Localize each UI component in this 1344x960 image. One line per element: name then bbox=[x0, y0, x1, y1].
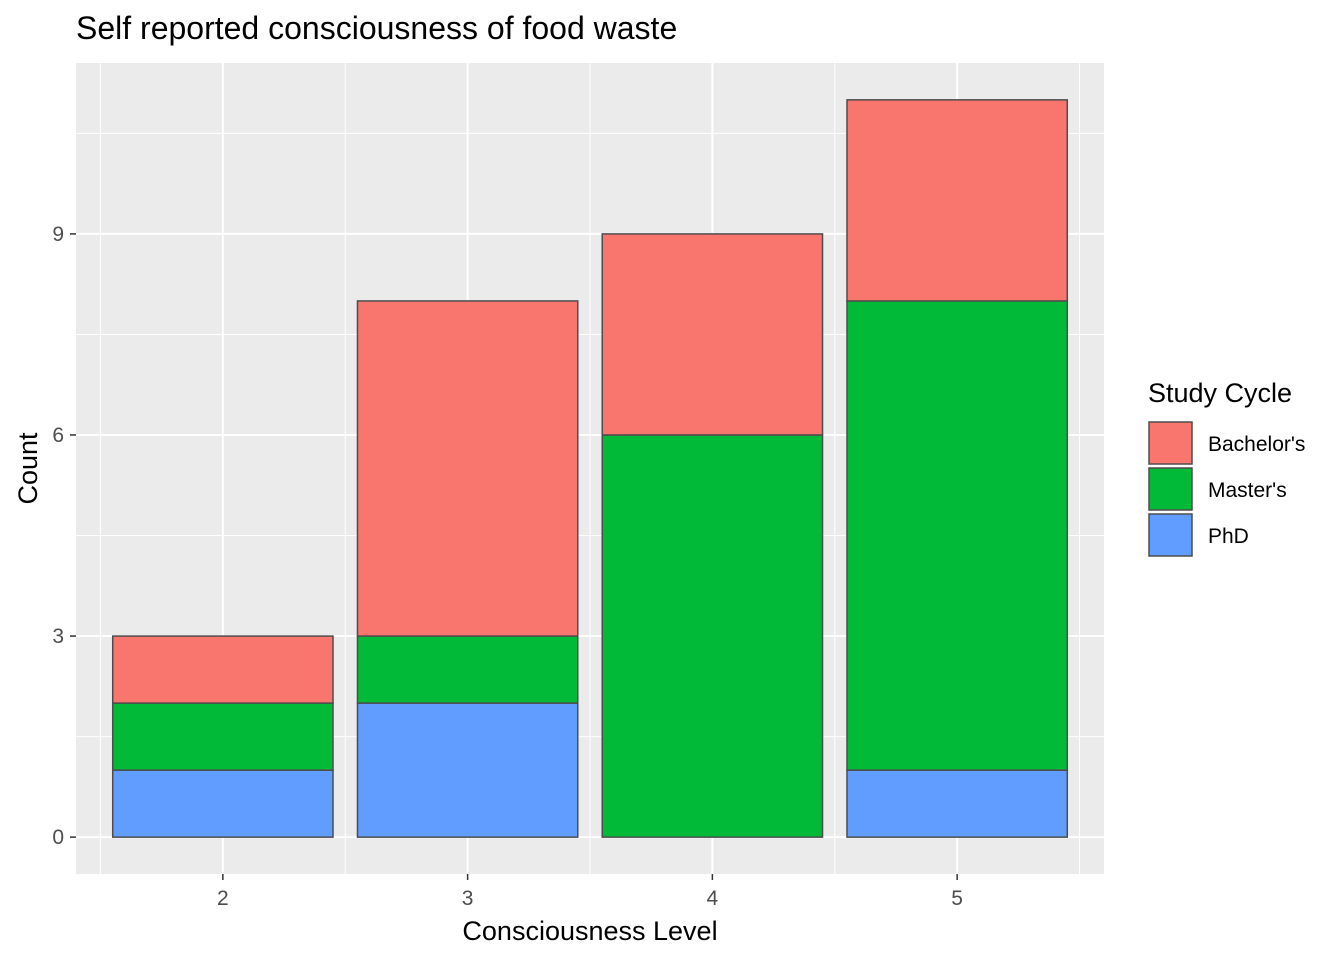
bar-segment-masters-3 bbox=[356, 635, 579, 704]
x-tick-label: 2 bbox=[217, 887, 229, 910]
legend-title: Study Cycle bbox=[1148, 378, 1292, 408]
bar-segment-phd-5 bbox=[846, 769, 1069, 838]
legend-key-bachelors bbox=[1148, 421, 1193, 465]
y-axis-title: Count bbox=[13, 432, 43, 505]
bar-segment-masters-2 bbox=[111, 702, 334, 771]
chart-title: Self reported consciousness of food wast… bbox=[76, 10, 678, 46]
bar-segment-phd-2 bbox=[111, 769, 334, 838]
legend-label: Master's bbox=[1208, 479, 1287, 502]
legend-label: Bachelor's bbox=[1208, 433, 1305, 456]
legend: Study Cycle Bachelor's Master's PhD bbox=[1148, 378, 1305, 557]
bar-segment-masters-4 bbox=[601, 434, 824, 838]
x-tick-label: 4 bbox=[707, 887, 719, 910]
y-tick-label: 9 bbox=[52, 223, 64, 246]
bar-segment-bachelors-5 bbox=[846, 99, 1069, 302]
bar-segment-bachelors-2 bbox=[111, 635, 334, 704]
y-axis: 0 3 6 9 bbox=[52, 223, 76, 849]
legend-key-masters bbox=[1148, 467, 1193, 511]
y-tick-label: 6 bbox=[52, 424, 64, 447]
y-tick-label: 3 bbox=[52, 625, 64, 648]
bar-segment-masters-5 bbox=[846, 300, 1069, 771]
bars bbox=[111, 99, 1069, 838]
legend-label: PhD bbox=[1208, 525, 1249, 548]
y-tick-label: 0 bbox=[52, 826, 64, 849]
x-axis: 2 3 4 5 bbox=[217, 874, 963, 910]
x-tick-label: 3 bbox=[462, 887, 474, 910]
x-axis-title: Consciousness Level bbox=[462, 916, 717, 946]
bar-segment-bachelors-3 bbox=[356, 300, 579, 637]
x-tick-label: 5 bbox=[951, 887, 963, 910]
bar-segment-phd-3 bbox=[356, 702, 579, 838]
legend-key-phd bbox=[1148, 513, 1193, 557]
bar-segment-bachelors-4 bbox=[601, 233, 824, 436]
